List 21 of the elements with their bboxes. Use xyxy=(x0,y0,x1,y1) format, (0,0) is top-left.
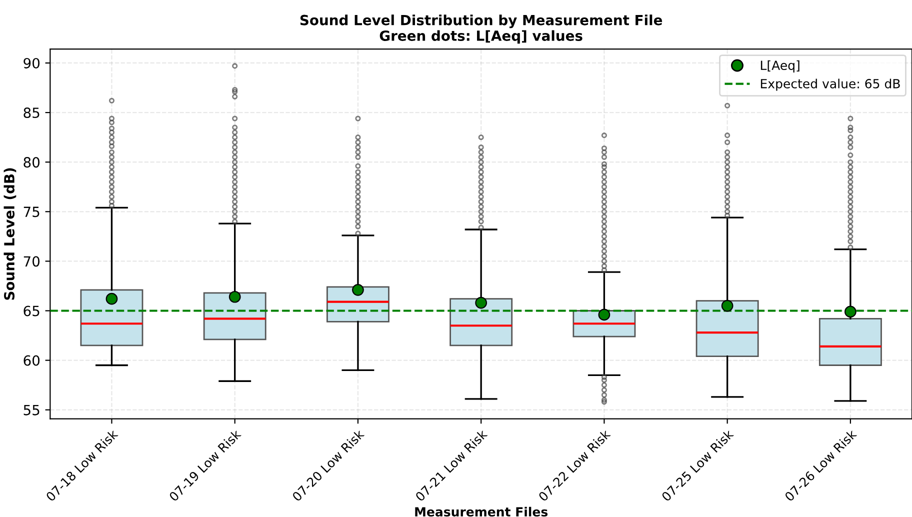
legend-label: L[Aeq] xyxy=(760,60,800,72)
point xyxy=(598,308,610,321)
y-tick-label: 75 xyxy=(24,206,40,218)
point xyxy=(721,300,734,312)
y-tick-label: 65 xyxy=(24,306,40,316)
point xyxy=(475,296,488,309)
point xyxy=(352,284,364,296)
legend-label: Expected value: 65 dB xyxy=(760,78,900,91)
y-tick-label: 90 xyxy=(24,58,40,68)
y-tick-label: 70 xyxy=(24,256,40,267)
y-tick-label: 55 xyxy=(24,405,40,416)
y-tick-label: 85 xyxy=(24,108,40,118)
y-tick-label: 60 xyxy=(24,355,40,366)
chart-subtitle: Green dots: L[Aeq] values xyxy=(380,30,582,44)
x-axis-title: Measurement Files xyxy=(415,506,548,517)
y-axis-title: Sound Level (dB) xyxy=(4,168,16,300)
point xyxy=(106,292,118,305)
y-tick-label: 80 xyxy=(24,157,40,168)
point xyxy=(844,306,856,318)
chart-title: Sound Level Distribution by Measurement File xyxy=(300,14,662,28)
point xyxy=(228,290,241,303)
